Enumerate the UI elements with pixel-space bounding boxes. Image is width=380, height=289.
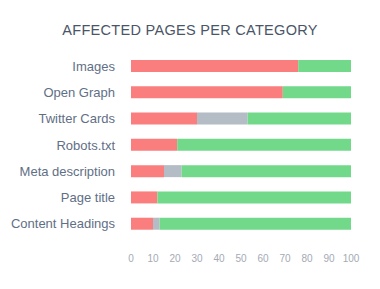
svg-text:Robots.txt: Robots.txt [56, 138, 115, 153]
svg-text:90: 90 [323, 253, 335, 264]
svg-text:Twitter Cards: Twitter Cards [38, 111, 115, 126]
svg-text:Images: Images [72, 59, 115, 74]
svg-text:100: 100 [343, 253, 360, 264]
svg-text:20: 20 [169, 253, 181, 264]
svg-text:80: 80 [301, 253, 313, 264]
svg-text:Open Graph: Open Graph [43, 85, 115, 100]
svg-text:50: 50 [235, 253, 247, 264]
svg-text:Page title: Page title [61, 190, 115, 205]
html-text:AFFECTED PAGES PER CATEGORY: AFFECTED PAGES PER CATEGORY [62, 22, 318, 38]
svg-text:Content Headings: Content Headings [11, 216, 116, 231]
svg-text:10: 10 [147, 253, 159, 264]
svg-text:70: 70 [279, 253, 291, 264]
svg-text:60: 60 [257, 253, 269, 264]
svg-text:0: 0 [128, 253, 134, 264]
svg-text:Meta description: Meta description [20, 164, 115, 179]
svg-text:30: 30 [191, 253, 203, 264]
svg-text:40: 40 [213, 253, 225, 264]
